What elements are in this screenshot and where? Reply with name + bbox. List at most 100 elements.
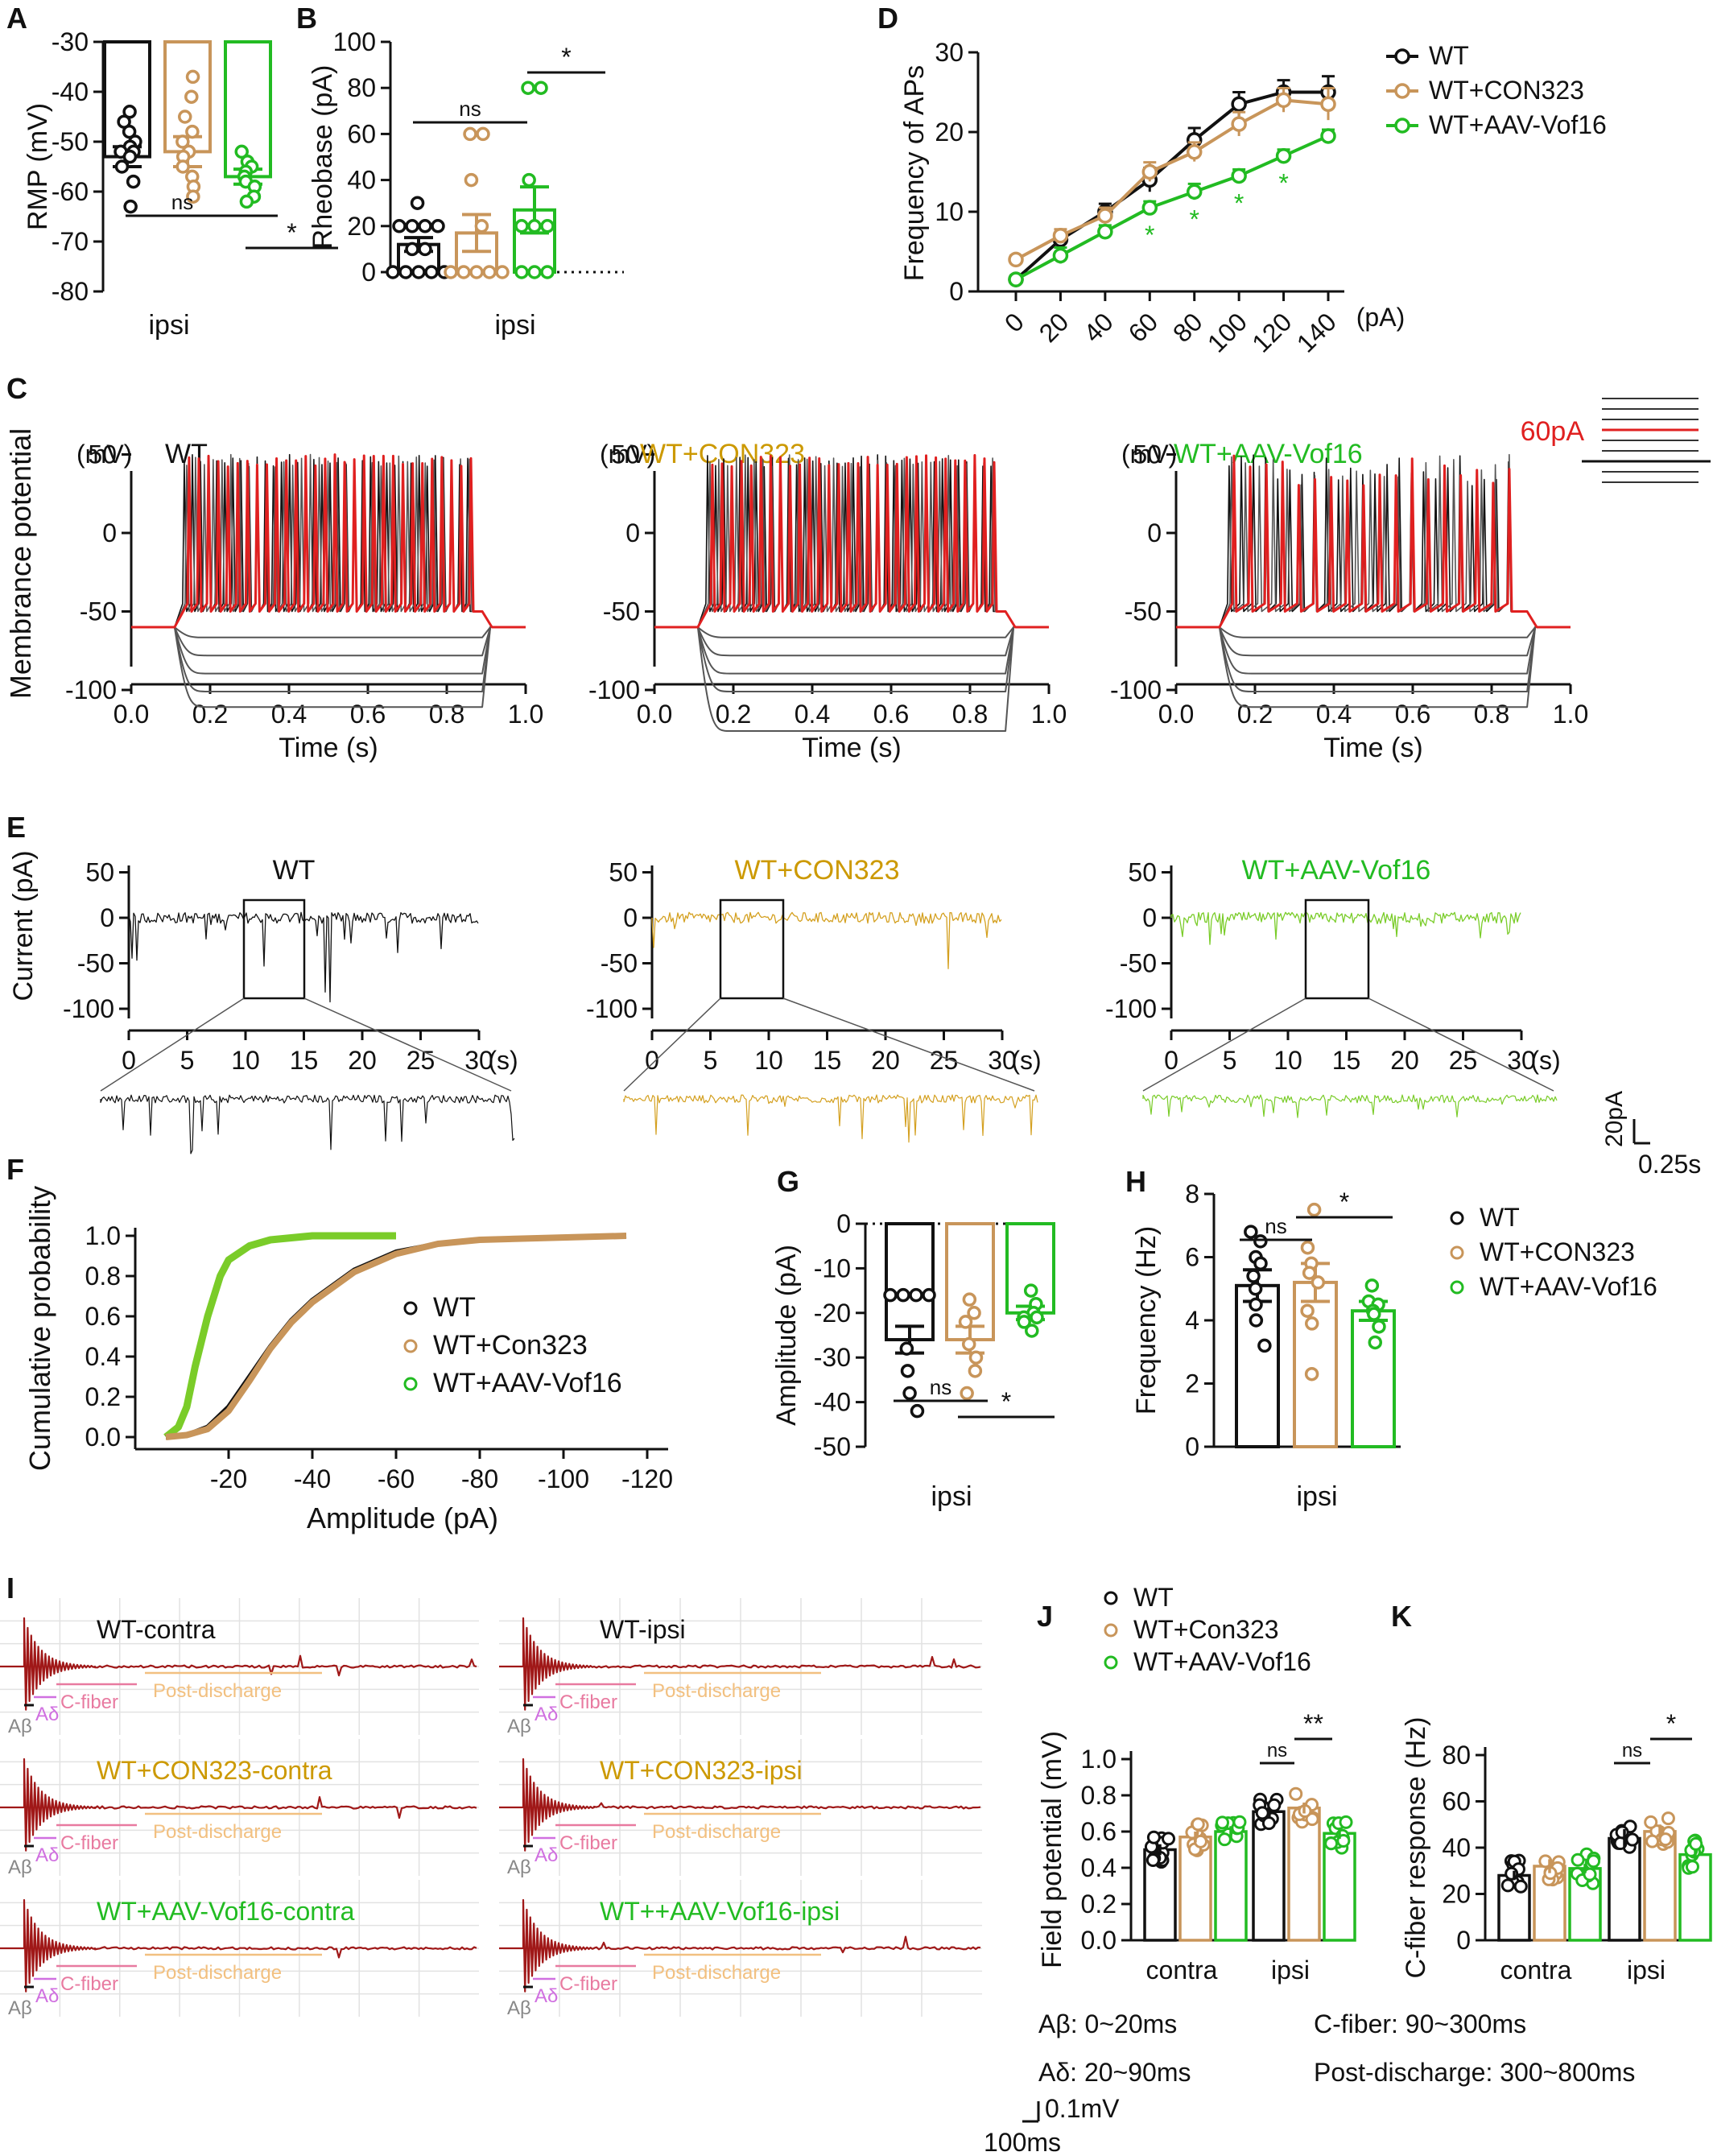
x-tick-label: 15 xyxy=(813,1046,842,1075)
y-tick-label: -100 xyxy=(1110,675,1162,704)
ab-label: Aβ xyxy=(507,1857,531,1878)
data-point xyxy=(431,219,445,233)
data-point xyxy=(1255,1806,1269,1820)
cdf-line-WT+Con323 xyxy=(165,1233,627,1440)
data-point xyxy=(514,265,529,279)
field-trace xyxy=(0,1617,477,1711)
unit-label: (mV) xyxy=(600,440,655,469)
data-point xyxy=(922,1287,936,1303)
x-axis-label: ipsi xyxy=(494,310,535,341)
data-point xyxy=(482,265,497,279)
scale-label: 20pA xyxy=(1601,1091,1628,1147)
x-tick-label: 10 xyxy=(231,1046,260,1075)
x-axis-label: Time (s) xyxy=(279,733,378,763)
y-tick-label: -60 xyxy=(52,177,89,206)
data-point xyxy=(1275,147,1292,164)
significance-star: * xyxy=(1189,204,1199,233)
panel-B: 0 20 40 60 80 100 Rheobase (pA) ipsi ns * xyxy=(308,27,624,341)
y-tick-label: 80 xyxy=(1442,1741,1471,1770)
legend-label: WT xyxy=(433,1292,476,1323)
legend-label: WT+AAV-Vof16 xyxy=(1133,1647,1311,1676)
x-tick-label: 0.8 xyxy=(1474,700,1509,729)
x-tick-label: 15 xyxy=(1332,1046,1361,1075)
significance-star: * xyxy=(1145,221,1154,250)
y-tick-label: 0.2 xyxy=(85,1382,121,1411)
y-tick-label: -10 xyxy=(814,1254,851,1282)
y-tick-label: 0.0 xyxy=(85,1423,121,1452)
data-point xyxy=(1023,1283,1038,1298)
ad-label: Aδ xyxy=(35,1704,59,1725)
data-point xyxy=(1275,92,1292,109)
data-point xyxy=(1289,1786,1303,1801)
data-point xyxy=(464,172,479,188)
data-point xyxy=(185,69,200,85)
data-point xyxy=(1231,116,1247,132)
current-trace xyxy=(128,911,479,1003)
y-tick-label: -100 xyxy=(588,675,640,704)
cfiber-label: C-fiber xyxy=(559,1973,617,1995)
field-trace xyxy=(0,1898,477,1993)
data-point xyxy=(1162,1832,1176,1846)
data-point xyxy=(961,1336,976,1352)
data-point xyxy=(1320,96,1336,113)
trace-title: WT-ipsi xyxy=(600,1615,686,1644)
data-point xyxy=(896,1287,910,1303)
definition-ab: Aβ: 0~20ms xyxy=(1038,2009,1177,2038)
y-tick-label: -100 xyxy=(1105,994,1157,1023)
category-label: contra xyxy=(1500,1956,1572,1985)
data-point xyxy=(534,81,548,95)
x-tick-label: 20 xyxy=(871,1046,900,1075)
x-axis-label: (pA) xyxy=(1356,303,1405,332)
data-point xyxy=(1052,227,1069,244)
significance-label: ** xyxy=(1303,1709,1323,1738)
current-trace xyxy=(651,911,1002,969)
x-tick-label: 20 xyxy=(1034,307,1075,348)
significance-label: ns xyxy=(1267,1740,1287,1762)
subthreshold-trace xyxy=(131,626,526,638)
x-tick-label: 60 xyxy=(1123,307,1164,348)
legend-label: WT+CON323 xyxy=(1429,76,1584,105)
data-point xyxy=(1097,208,1113,224)
y-axis-label: Frequency of APs xyxy=(899,65,930,281)
x-tick-label: 1.0 xyxy=(1031,700,1067,729)
y-tick-label: -100 xyxy=(586,994,638,1023)
category-label: ipsi xyxy=(1271,1956,1310,1985)
y-tick-label: 0.6 xyxy=(85,1302,121,1331)
x-tick-label: 80 xyxy=(1167,307,1208,348)
data-point xyxy=(186,189,200,204)
data-point xyxy=(1583,1867,1597,1881)
data-point xyxy=(1231,96,1247,113)
x-tick-label: 30 xyxy=(464,1046,493,1075)
y-axis-label: Rheobase (pA) xyxy=(308,65,338,250)
data-point xyxy=(463,126,477,142)
data-point xyxy=(1030,1310,1044,1325)
x-tick-label: 30 xyxy=(988,1046,1017,1075)
ab-label: Aβ xyxy=(507,1716,531,1737)
ad-label: Aδ xyxy=(535,1844,558,1866)
bar-WT+AAV-Vof16 xyxy=(1005,1222,1055,1315)
subthreshold-trace xyxy=(1176,626,1571,675)
y-axis-label: Membrance potential xyxy=(4,428,37,699)
y-tick-label: 8 xyxy=(1185,1179,1199,1208)
x-tick-label: 5 xyxy=(1223,1046,1237,1075)
cfiber-label: C-fiber xyxy=(559,1832,617,1854)
legend-label: WT xyxy=(1480,1203,1520,1232)
data-point xyxy=(1306,1202,1322,1217)
data-point xyxy=(410,196,425,210)
data-point xyxy=(1367,1307,1381,1321)
y-tick-label: 40 xyxy=(347,166,376,195)
panel-letter-D: D xyxy=(877,2,898,35)
legend-label: WT+AAV-Vof16 xyxy=(433,1368,622,1398)
y-tick-label: 30 xyxy=(935,38,964,67)
data-point xyxy=(1097,224,1113,240)
trace-title: WT+AAV-Vof16-contra xyxy=(97,1897,355,1926)
data-point xyxy=(1217,1832,1232,1847)
ab-label: Aβ xyxy=(8,1997,32,2019)
x-tick-label: 0.2 xyxy=(1237,700,1273,729)
data-point xyxy=(521,81,535,95)
cfiber-label: C-fiber xyxy=(60,1973,118,1995)
legend-marker xyxy=(1450,1245,1464,1260)
zoom-trace xyxy=(623,1094,1038,1143)
